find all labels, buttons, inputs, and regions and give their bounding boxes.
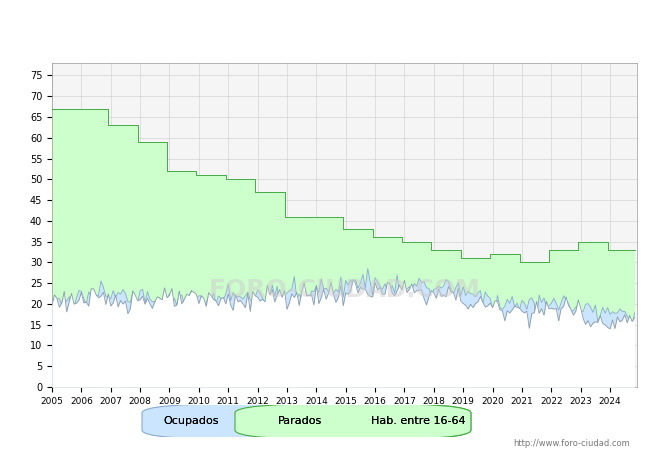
- FancyBboxPatch shape: [142, 403, 378, 440]
- Text: Ocupados: Ocupados: [164, 416, 219, 426]
- Text: Parados: Parados: [278, 416, 322, 426]
- FancyBboxPatch shape: [142, 403, 378, 440]
- Text: FORO-CIUDAD.COM: FORO-CIUDAD.COM: [209, 278, 480, 302]
- Text: Hab. entre 16-64: Hab. entre 16-64: [370, 416, 465, 426]
- FancyBboxPatch shape: [235, 403, 471, 440]
- Text: Almazul - Evolucion de la poblacion en edad de Trabajar Noviembre de 2024: Almazul - Evolucion de la poblacion en e…: [70, 13, 580, 26]
- FancyBboxPatch shape: [14, 398, 560, 445]
- FancyBboxPatch shape: [27, 403, 263, 440]
- Text: Hab. entre 16-64: Hab. entre 16-64: [370, 416, 465, 426]
- Text: Ocupados: Ocupados: [164, 416, 219, 426]
- Text: http://www.foro-ciudad.com: http://www.foro-ciudad.com: [514, 439, 630, 448]
- FancyBboxPatch shape: [235, 403, 471, 440]
- FancyBboxPatch shape: [27, 403, 263, 440]
- Text: Parados: Parados: [278, 416, 322, 426]
